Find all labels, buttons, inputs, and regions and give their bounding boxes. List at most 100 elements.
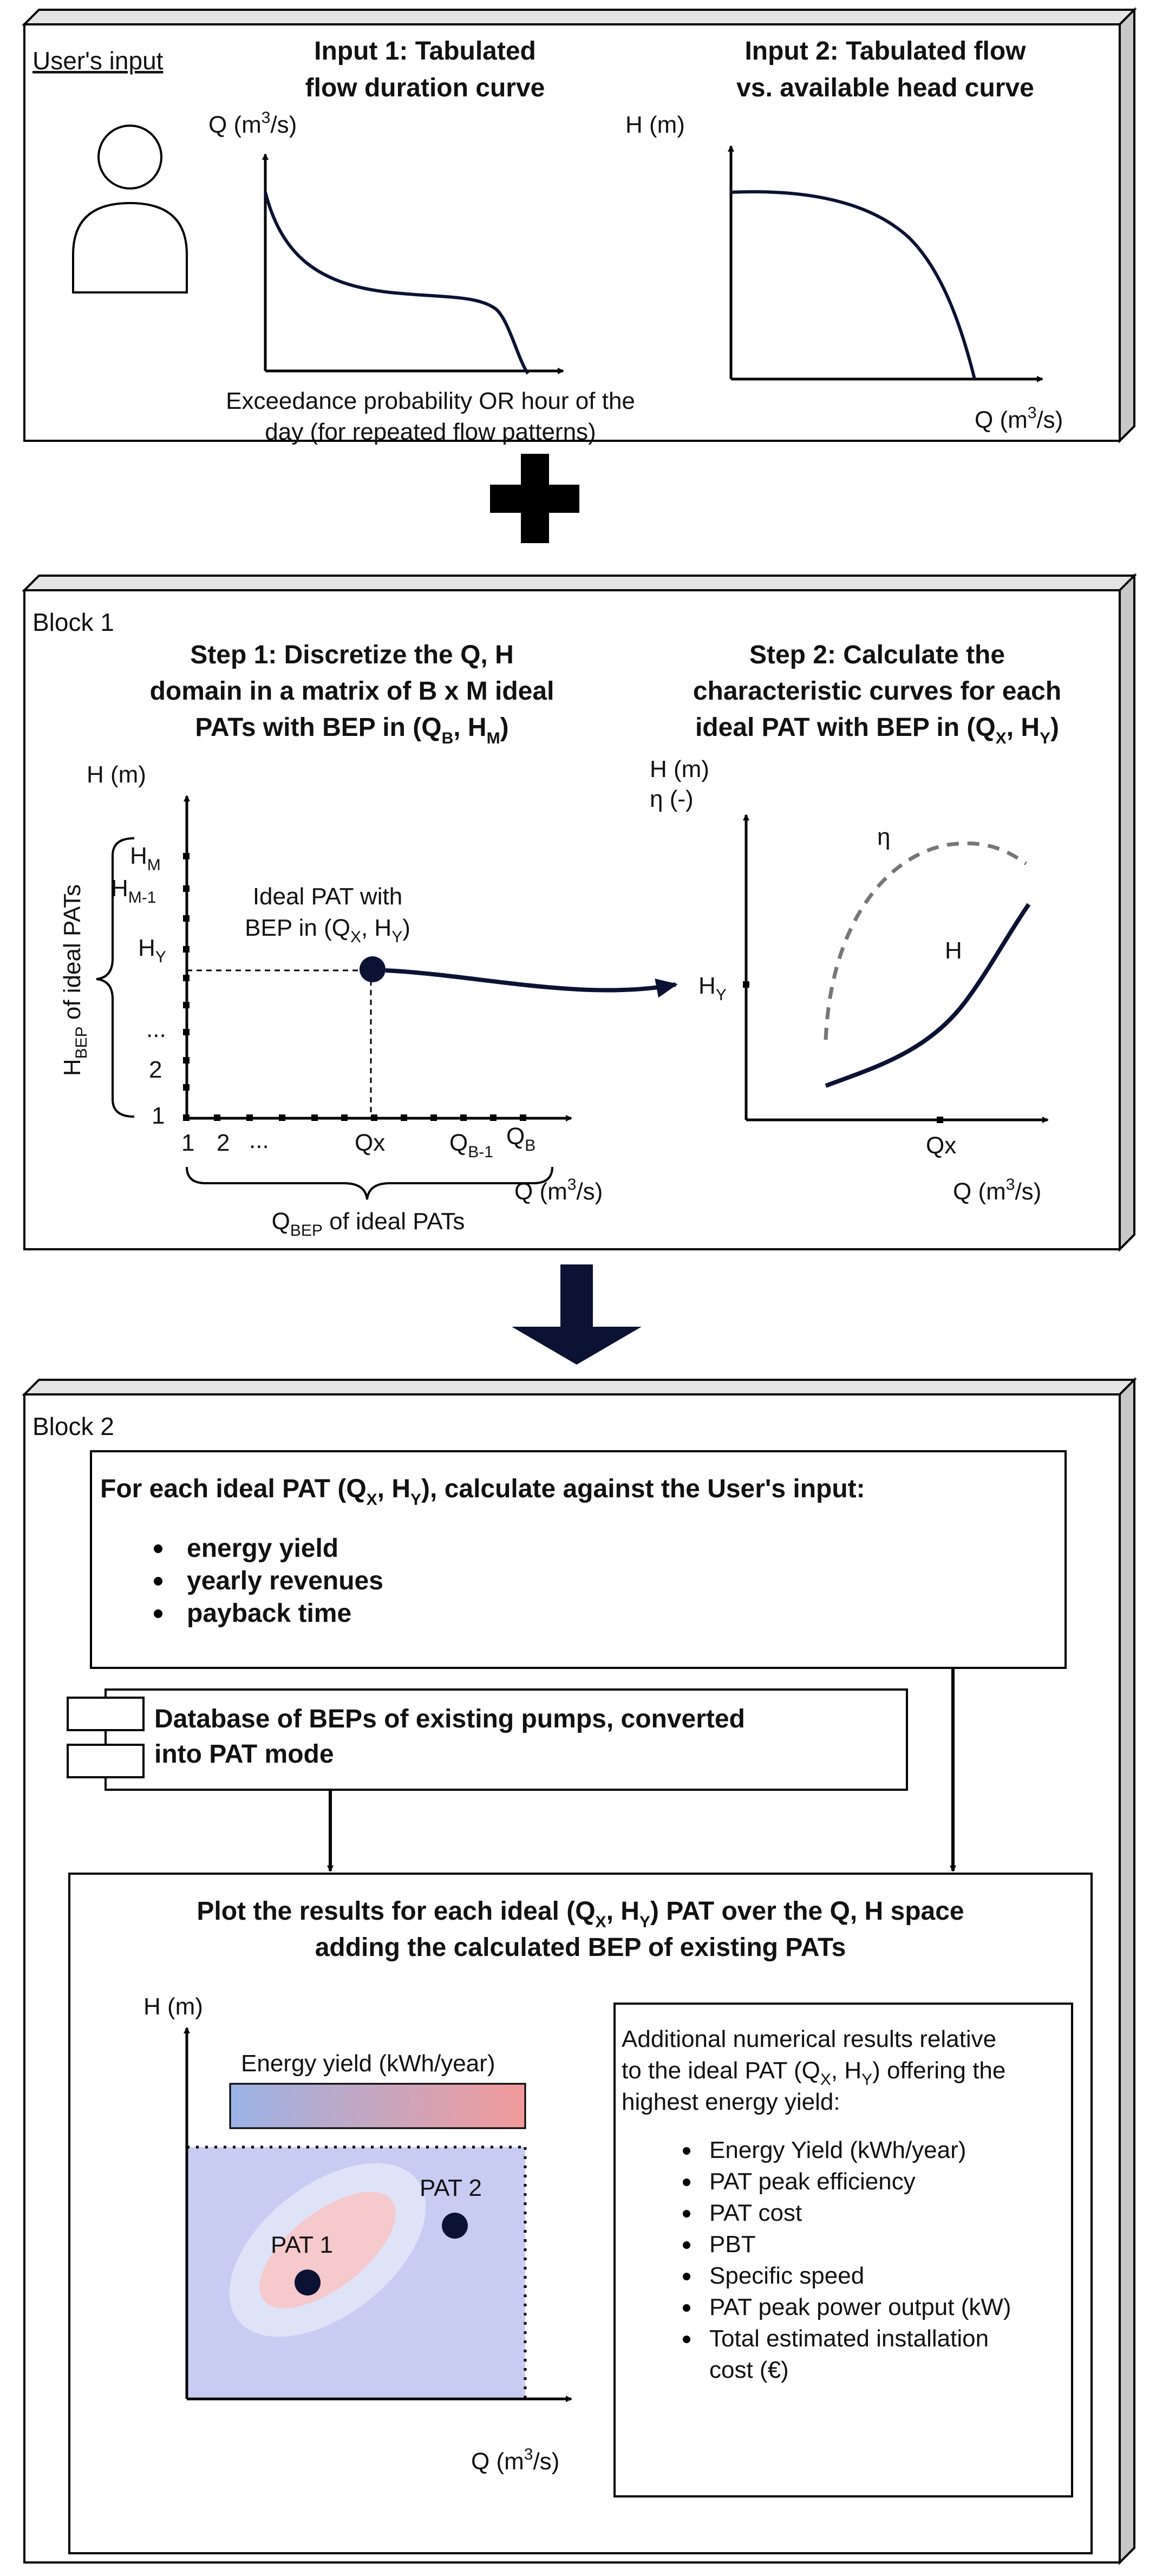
plot-title-line2: adding the calculated BEP of existing PA… [315,1933,846,1962]
input1-title-line1: Input 1: Tabulated [314,37,536,66]
step1-x-tick-qb: QB [506,1123,535,1155]
block1-label: Block 1 [32,608,114,636]
database-connector-icon-bottom [67,1744,145,1778]
input1-x-axis-label-line1: Exceedance probability OR hour of the [226,388,635,414]
step1-y-tick-hm1: HM-1 [111,875,156,907]
ideal-pat-point [360,956,386,982]
step1-y-tick-marks [183,853,190,1121]
step1-y-tick-dots: ... [146,1016,166,1042]
results-line2: to the ideal PAT (QX, HY) offering the [622,2057,1005,2089]
heatmap-high-contour [259,2192,396,2308]
results-bullet-7 [683,2336,690,2343]
step2-hy-label: HY [698,973,727,1004]
results-bullet-2 [683,2179,690,2186]
step1-y-tick-1: 1 [152,1103,165,1129]
calc-item-energy-yield: energy yield [187,1534,338,1563]
block1-panel: Block 1 Step 1: Discretize the Q, H doma… [22,573,1137,1252]
results-item-specific-speed: Specific speed [709,2262,864,2289]
calc-item-yearly-revenues: yearly revenues [187,1567,383,1595]
input2-x-axis-label: Q (m3/s) [975,404,1063,433]
qbep-label: QBEP of ideal PATs [272,1208,465,1240]
calc-item-payback-time: payback time [187,1599,351,1628]
step2-qx-tick [937,1117,943,1123]
pat1-label: PAT 1 [271,2232,333,2258]
ideal-pat-label-line1: Ideal PAT with [253,883,402,910]
flow-duration-curve [264,192,530,375]
results-bullet-4 [683,2241,690,2249]
plus-icon [490,454,579,543]
head-curve [825,903,1031,1088]
step2-qx-label: Qx [926,1132,956,1159]
input1-x-axis-label-line2: day (for repeated flow patterns) [265,419,596,445]
step2-title-line3: ideal PAT with BEP in (QX, HY) [695,713,1059,747]
colorbar-label: Energy yield (kWh/year) [241,2050,495,2077]
results-item-energy-yield: Energy Yield (kWh/year) [709,2137,966,2163]
step1-x-tick-marks [214,1114,526,1121]
colorbar [229,2083,526,2129]
input2-y-axis-label: H (m) [625,112,685,138]
step1-x-tick-qx: Qx [355,1130,385,1156]
user-input-label: User's input [32,47,164,75]
hbep-label: HBEP of ideal PATs [59,884,90,1076]
pat2-label: PAT 2 [420,2175,482,2201]
user-input-panel: User's input Input 1: Tabulated flow dur… [22,7,1137,445]
step1-title-line2: domain in a matrix of B x M ideal [150,677,554,706]
qbep-brace [186,1166,553,1200]
step1-x-tick-qb1: QB-1 [449,1130,493,1161]
results-item-installation-cost: Total estimated installation [709,2325,989,2352]
step1-to-step2-arrow [385,968,678,998]
step1-y-axis-label: H (m) [87,761,146,788]
results-item-pat-cost: PAT cost [709,2200,802,2226]
step2-y-axis-label-line2: η (-) [650,786,694,812]
results-item-peak-efficiency: PAT peak efficiency [709,2168,916,2195]
step1-y-tick-hy: HY [138,935,166,966]
heatmap-x-axis-label: Q (m3/s) [471,2445,559,2475]
database-line1: Database of BEPs of existing pumps, conv… [154,1705,745,1733]
pat2-point [442,2213,468,2239]
results-item-installation-cost-cont: cost (€) [709,2357,789,2383]
database-line2: into PAT mode [154,1740,334,1769]
step1-x-axis-label: Q (m3/s) [514,1176,603,1205]
efficiency-curve-label: η [877,824,890,850]
results-line3: highest energy yield: [622,2089,840,2115]
results-box [613,2003,1073,2497]
calc-bullet-1 [154,1544,162,1553]
efficiency-curve [824,841,1028,1040]
step2-title-line2: characteristic curves for each [693,677,1061,706]
block1-to-block2-arrow [512,1264,642,1365]
step1-title-line3: PATs with BEP in (QB, HM) [195,713,508,747]
database-connector-icon-top [67,1697,145,1731]
results-bullet-6 [683,2304,690,2312]
results-bullet-3 [683,2210,690,2218]
head-curve-label: H [945,937,962,964]
input1-y-axis-label: Q (m3/s) [208,109,297,138]
block2-label: Block 2 [32,1412,114,1440]
step1-y-tick-2: 2 [149,1057,162,1083]
results-bullet-5 [683,2273,690,2280]
calc-bullet-2 [154,1577,162,1586]
step2-x-axis-label: Q (m3/s) [953,1176,1041,1205]
step1-x-tick-1: 1 [181,1130,194,1156]
plot-title-line1: Plot the results for each ideal (QX, HY)… [197,1897,964,1931]
flow-head-curve [730,190,976,380]
database-box [105,1688,908,1791]
pat1-point [295,2270,321,2295]
calc-box [90,1450,1067,1669]
results-item-peak-power: PAT peak power output (kW) [709,2294,1011,2320]
user-icon [72,125,188,294]
step2-title-line1: Step 2: Calculate the [749,641,1005,669]
step1-x-tick-dots: ... [249,1127,269,1153]
results-bullet-1 [683,2147,690,2155]
calc-box-title: For each ideal PAT (QX, HY), calculate a… [100,1475,865,1509]
step1-y-tick-hm: HM [130,843,161,874]
hbep-brace [96,837,135,1118]
results-line1: Additional numerical results relative [622,2026,996,2052]
ideal-pat-label-line2: BEP in (QX, HY) [245,915,410,946]
step1-x-tick-2: 2 [217,1130,230,1156]
input2-title-line2: vs. available head curve [736,74,1034,102]
calc-bullet-3 [154,1609,162,1618]
results-item-pbt: PBT [709,2231,756,2258]
input1-title-line2: flow duration curve [305,74,545,102]
step1-title-line1: Step 1: Discretize the Q, H [190,641,514,669]
